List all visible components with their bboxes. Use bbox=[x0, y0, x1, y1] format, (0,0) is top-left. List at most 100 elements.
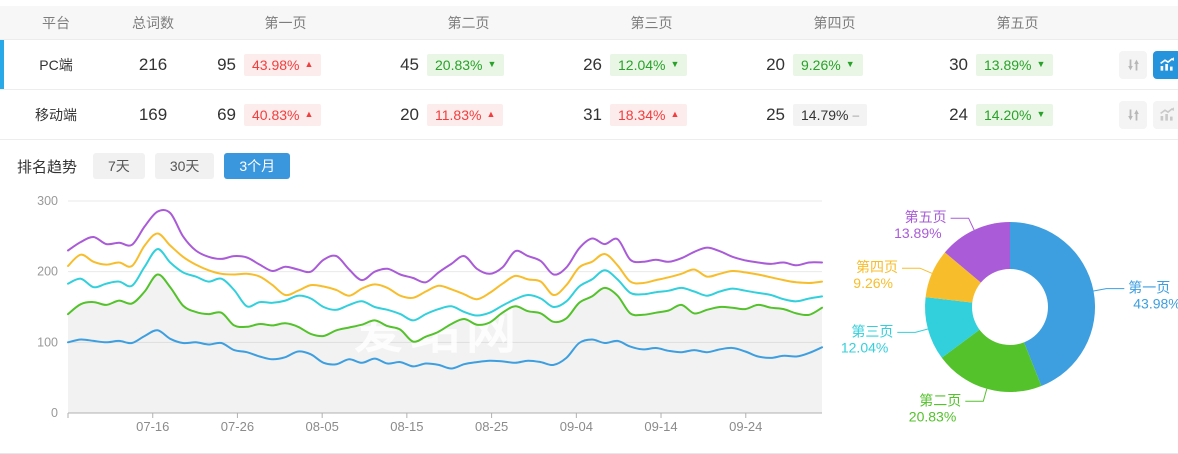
page-1-count: 95 bbox=[217, 54, 236, 74]
trend-chart-button[interactable] bbox=[1153, 100, 1178, 129]
percent-value: 20.83% bbox=[435, 56, 483, 73]
down-triangle-icon: ▼ bbox=[845, 59, 855, 69]
page-1-cell: 95 43.98% ▲ bbox=[194, 53, 377, 76]
trend-tab-1[interactable]: 7天 bbox=[93, 153, 145, 179]
table-body: PC端 216 95 43.98% ▲ 45 20.83% ▼ 26 12.04%… bbox=[0, 40, 1178, 140]
page-2-cell: 20 11.83% ▲ bbox=[377, 103, 560, 126]
trend-title: 排名趋势 bbox=[17, 158, 78, 176]
sort-button[interactable] bbox=[1119, 100, 1147, 129]
page-3-cell: 31 18.34% ▲ bbox=[560, 103, 743, 126]
y-tick-label: 300 bbox=[37, 194, 58, 208]
x-tick-label: 08-05 bbox=[306, 419, 339, 434]
rank-table: 平台 总词数 第一页 第二页 第三页 第四页 第五页 PC端 216 95 43.… bbox=[0, 6, 1178, 140]
slice-label-percent: 13.89% bbox=[894, 225, 941, 241]
down-triangle-icon: ▼ bbox=[1036, 59, 1046, 69]
x-tick-label: 09-04 bbox=[560, 419, 593, 434]
platform-name: 移动端 bbox=[35, 106, 77, 123]
trend-toolbar: 排名趋势 7天 30天 3个月 bbox=[17, 152, 1178, 180]
sort-arrows-icon bbox=[1127, 59, 1139, 70]
slice-label-name: 第三页 bbox=[851, 323, 893, 339]
percent-badge: 20.83% ▼ bbox=[427, 53, 505, 76]
table-row-pc[interactable]: PC端 216 95 43.98% ▲ 45 20.83% ▼ 26 12.04%… bbox=[0, 40, 1178, 90]
dash-icon: – bbox=[852, 107, 860, 122]
header-page-2: 第二页 bbox=[447, 14, 490, 31]
percent-badge: 11.83% ▲ bbox=[427, 103, 504, 126]
header-platform: 平台 bbox=[42, 14, 70, 31]
page-4-count: 25 bbox=[766, 104, 785, 124]
area-fill bbox=[68, 274, 822, 413]
percent-value: 14.79% bbox=[801, 106, 849, 123]
line-series-第五页 bbox=[67, 208, 823, 284]
x-tick-label: 08-25 bbox=[475, 419, 508, 434]
label-leader-line bbox=[950, 217, 975, 231]
y-tick-label: 200 bbox=[37, 265, 58, 279]
percent-badge: 43.98% ▲ bbox=[244, 53, 322, 76]
page-5-count: 24 bbox=[949, 104, 968, 124]
percent-badge: 18.34% ▲ bbox=[610, 103, 688, 126]
table-header-row: 平台 总词数 第一页 第二页 第三页 第四页 第五页 bbox=[0, 6, 1178, 40]
slice-label-name: 第五页 bbox=[905, 209, 947, 225]
row-actions bbox=[1109, 100, 1178, 129]
line-series-第二页 bbox=[67, 273, 823, 343]
page-2-count: 20 bbox=[400, 104, 419, 124]
trend-tab-2[interactable]: 30天 bbox=[154, 153, 215, 179]
up-triangle-icon: ▲ bbox=[304, 109, 314, 119]
percent-badge: 14.20% ▼ bbox=[976, 103, 1054, 126]
donut-hole bbox=[972, 269, 1048, 345]
x-tick-label: 07-16 bbox=[136, 419, 169, 434]
percent-badge: 40.83% ▲ bbox=[244, 103, 322, 126]
trend-chart-icon bbox=[1160, 107, 1174, 121]
down-triangle-icon: ▼ bbox=[670, 59, 680, 69]
percent-value: 18.34% bbox=[618, 106, 666, 123]
total-keywords: 216 bbox=[138, 54, 168, 74]
trend-tab-3[interactable]: 3个月 bbox=[224, 153, 291, 179]
down-triangle-icon: ▼ bbox=[487, 59, 497, 69]
sort-button[interactable] bbox=[1119, 50, 1147, 79]
slice-label-percent: 43.98% bbox=[1133, 296, 1178, 312]
page-4-cell: 25 14.79% – bbox=[743, 103, 926, 126]
table-row-mobile[interactable]: 移动端 169 69 40.83% ▲ 20 11.83% ▲ 31 18.34%… bbox=[0, 90, 1178, 140]
page-3-cell: 26 12.04% ▼ bbox=[560, 53, 743, 76]
page-1-cell: 69 40.83% ▲ bbox=[194, 103, 377, 126]
slice-label-name: 第四页 bbox=[856, 259, 898, 275]
label-leader-line bbox=[897, 328, 929, 333]
percent-badge: 13.89% ▼ bbox=[976, 53, 1054, 76]
trend-chart-button[interactable] bbox=[1153, 50, 1178, 79]
slice-label-name: 第二页 bbox=[919, 392, 961, 408]
y-tick-label: 0 bbox=[51, 406, 58, 420]
percent-badge: 12.04% ▼ bbox=[610, 53, 688, 76]
up-triangle-icon: ▲ bbox=[486, 109, 496, 119]
percent-value: 9.26% bbox=[801, 56, 841, 73]
page-5-cell: 24 14.20% ▼ bbox=[926, 103, 1109, 126]
platform-name: PC端 bbox=[39, 56, 73, 73]
label-leader-line bbox=[1093, 288, 1125, 292]
trend-range-tabs: 7天 30天 3个月 bbox=[93, 153, 300, 179]
row-actions bbox=[1109, 50, 1178, 79]
total-keywords: 169 bbox=[138, 104, 168, 124]
x-tick-label: 08-15 bbox=[390, 419, 423, 434]
page-2-cell: 45 20.83% ▼ bbox=[377, 53, 560, 76]
header-total: 总词数 bbox=[132, 14, 174, 31]
selected-row-indicator bbox=[0, 40, 4, 89]
percent-value: 13.89% bbox=[984, 56, 1032, 73]
percent-value: 40.83% bbox=[252, 106, 300, 123]
pie-slice-第一页[interactable] bbox=[1010, 222, 1096, 386]
percent-value: 11.83% bbox=[435, 106, 482, 123]
trend-chart-icon bbox=[1160, 57, 1174, 71]
label-leader-line bbox=[902, 267, 933, 274]
x-tick-label: 07-26 bbox=[221, 419, 254, 434]
percent-value: 43.98% bbox=[252, 56, 300, 73]
page-2-count: 45 bbox=[400, 54, 419, 74]
slice-label-percent: 12.04% bbox=[841, 339, 888, 355]
header-page-1: 第一页 bbox=[264, 14, 307, 31]
x-tick-label: 09-14 bbox=[644, 419, 677, 434]
line-series-第一页 bbox=[67, 329, 823, 370]
down-triangle-icon: ▼ bbox=[1036, 109, 1046, 119]
line-series-第四页 bbox=[67, 232, 823, 301]
page-3-count: 26 bbox=[583, 54, 602, 74]
slice-label-percent: 9.26% bbox=[853, 275, 893, 291]
page-5-cell: 30 13.89% ▼ bbox=[926, 53, 1109, 76]
header-page-4: 第四页 bbox=[813, 14, 856, 31]
